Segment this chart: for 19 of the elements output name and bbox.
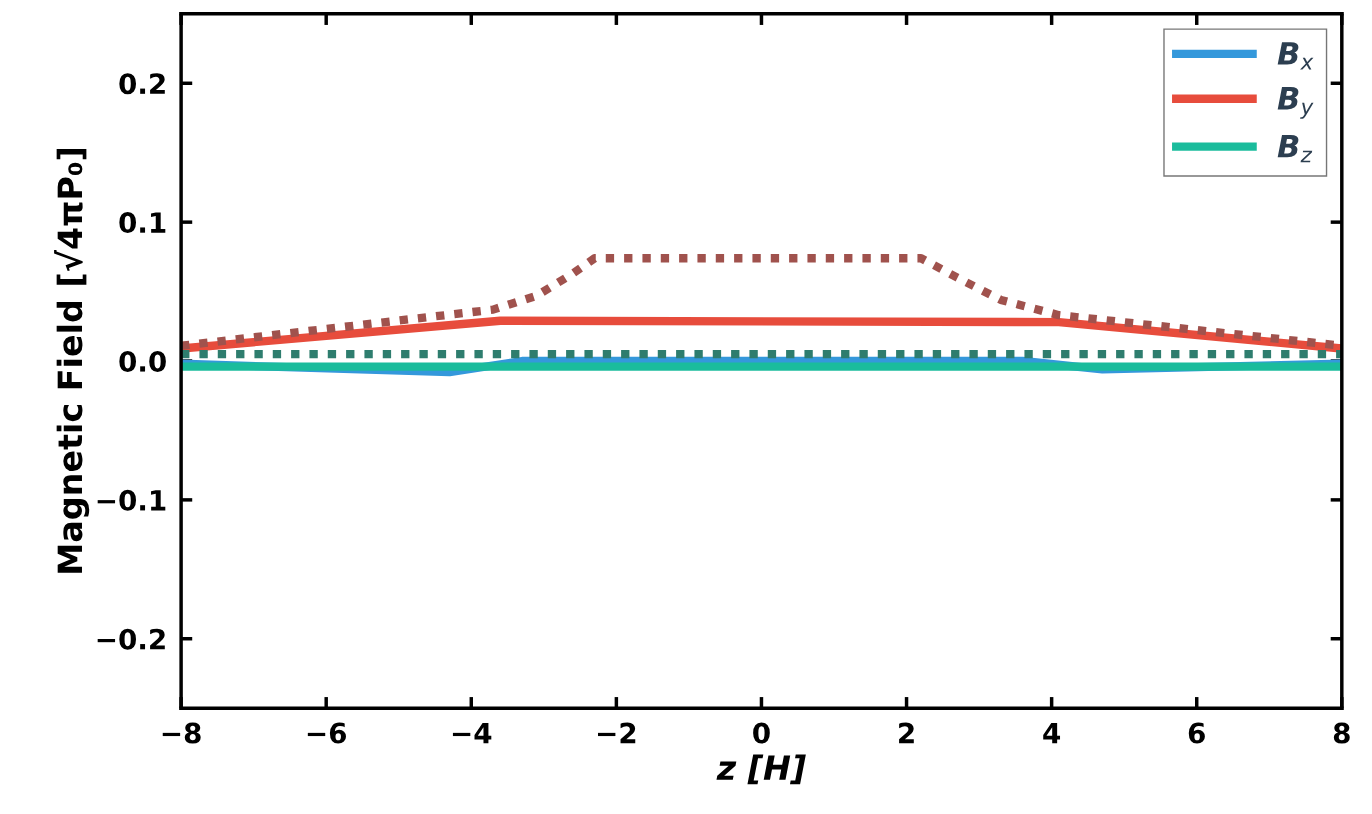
y-tick-label: −0.1 (97, 489, 166, 511)
x-tick-label: 8 (1333, 722, 1350, 744)
legend-label: B$_{y}$ (1277, 87, 1314, 119)
legend-label: B$_{x}$ (1277, 42, 1314, 70)
x-tick-label: −4 (452, 722, 492, 744)
y-tick-label: 0.2 (119, 73, 165, 95)
x-tick-label: 0 (753, 722, 770, 744)
y-tick-label: 0.0 (119, 350, 166, 372)
x-tick-label: 4 (1043, 722, 1061, 744)
y-tick-label: −0.2 (97, 628, 165, 650)
x-tick-label: 2 (899, 722, 914, 744)
x-tick-label: −8 (162, 722, 201, 744)
x-tick-label: −6 (307, 722, 346, 744)
x-axis-title: z [H] (716, 754, 806, 785)
x-tick-label: 6 (1188, 722, 1205, 744)
x-tick-label: −2 (598, 722, 636, 744)
y-tick-label: 0.1 (119, 212, 166, 234)
legend-label: B$_{z}$ (1277, 135, 1313, 163)
y-axis-title: Magnetic Field [√4πP₀] (54, 149, 90, 573)
